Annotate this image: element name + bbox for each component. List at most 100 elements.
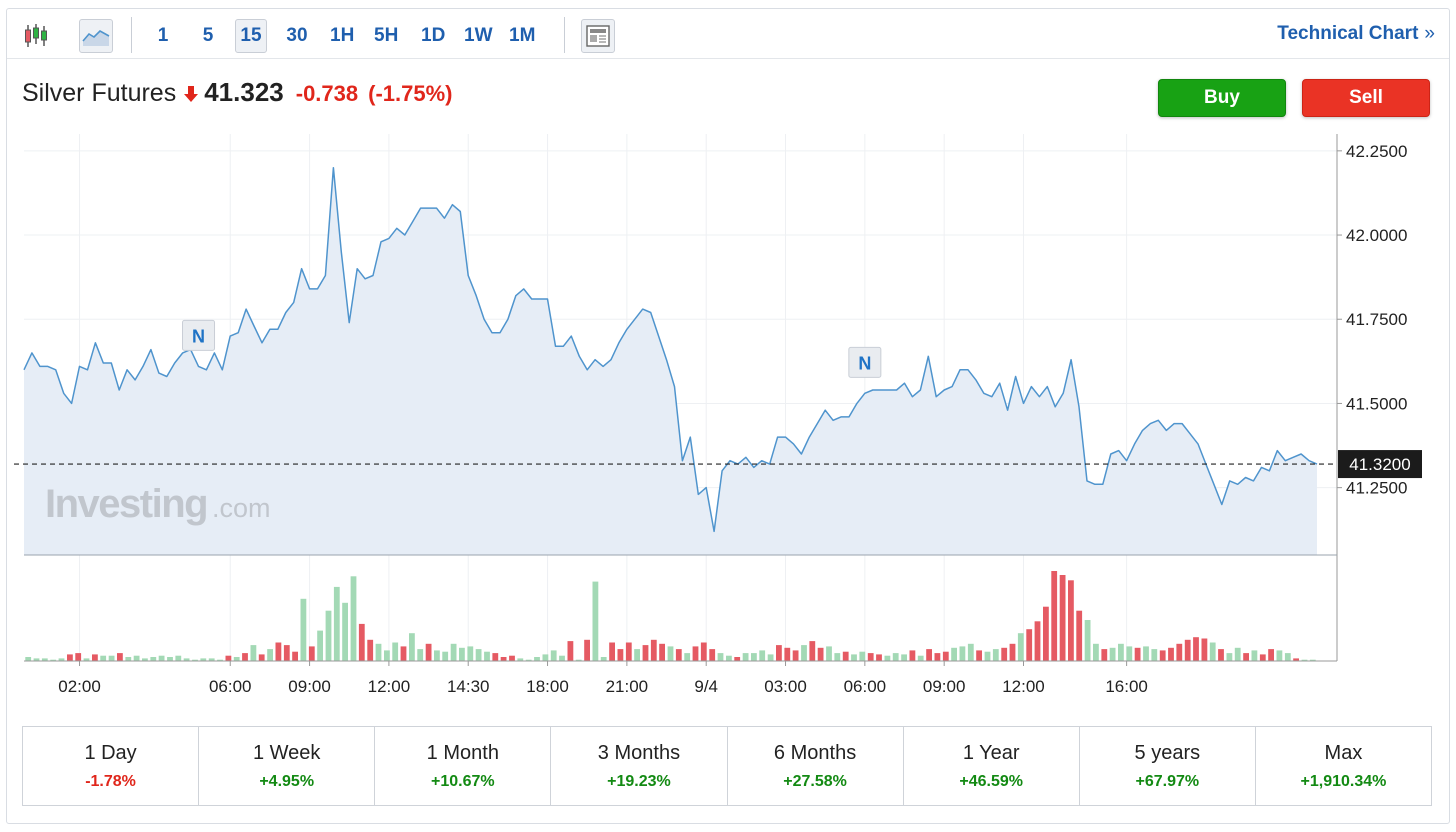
period-label: 6 Months [773,741,857,764]
news-marker-box [182,319,216,351]
volume-bar [1101,649,1108,661]
period-label: 5 years [1134,741,1201,764]
period-value: +27.58% [783,772,847,790]
volume-bar [333,586,340,661]
volume-bar [842,651,849,661]
period-value: +19.23% [607,772,671,790]
timeframe-1[interactable]: 1 [157,25,169,46]
volume-bar [1076,610,1083,661]
volume-bar [142,658,148,661]
volume-bar [475,649,482,661]
sell-button[interactable]: Sell [1302,79,1430,117]
volume-bar [1001,647,1008,661]
volume-bar [759,650,766,661]
volume-bar [250,645,257,661]
volume-bar [375,643,382,661]
news-marker[interactable]: N [848,346,882,378]
technical-chart-link[interactable]: Technical Chart» [1277,23,1435,45]
volume-bar [776,645,782,661]
volume-bar [275,642,282,661]
news-panel-icon[interactable] [581,19,615,53]
news-marker-box [848,346,882,378]
volume-bar [767,654,774,661]
timeframe-1d[interactable]: 1D [421,25,446,46]
volume-bar [1109,647,1116,661]
volume-bar [350,576,357,661]
volume-bar [1084,620,1091,661]
period-1-week[interactable]: 1 Week +4.95% [199,727,376,805]
volume-bar [75,653,82,661]
x-tick-label: 06:00 [844,677,887,696]
volume-bar [1009,643,1016,661]
price-change-percent: (-1.75%) [368,81,453,106]
y-tick-label: 41.7500 [1346,310,1407,329]
volume-bar [384,650,390,661]
timeframe-30[interactable]: 30 [286,25,308,46]
volume-bar [1034,621,1041,661]
timeframe-5[interactable]: 5 [202,25,214,46]
volume-bar [1134,647,1141,661]
performance-periods: 1 Day -1.78% 1 Week +4.95% 1 Month +10.6… [22,726,1432,806]
volume-bar [784,647,791,661]
volume-bar [409,633,415,661]
timeframe-1m[interactable]: 1M [509,25,536,46]
x-tick-label: 18:00 [526,677,569,696]
volume-bar [83,658,90,661]
x-tick-label: 12:00 [368,677,411,696]
buy-button[interactable]: Buy [1158,79,1286,117]
volume-bar [417,649,424,661]
volume-bar [801,645,807,661]
period-5-years[interactable]: 5 years +67.97% [1080,727,1256,805]
area-chart-icon[interactable] [79,19,113,53]
news-marker[interactable]: N [182,319,216,351]
timeframe-15[interactable]: 15 [235,19,267,53]
period-1-year[interactable]: 1 Year +46.59% [904,727,1080,805]
volume-bar [1143,646,1149,661]
volume-bar [851,654,857,661]
x-tick-label: 09:00 [923,677,966,696]
period-3-months[interactable]: 3 Months +19.23% [551,727,728,805]
current-price-label: 41.3200 [1349,455,1410,474]
volume-bar [792,650,799,661]
price-line [23,166,1318,533]
period-label: 1 Day [84,741,137,764]
period-6-months[interactable]: 6 Months +27.58% [728,727,904,805]
volume-bar [317,630,323,661]
timeframe-5h[interactable]: 5H [374,25,399,46]
timeframe-1h[interactable]: 1H [330,25,355,46]
volume-bar [425,643,432,661]
volume-bar [217,659,223,661]
volume-bar [700,642,707,661]
volume-bar [942,651,949,661]
volume-bar [625,642,632,661]
timeframe-1w[interactable]: 1W [464,25,493,46]
volume-bar [692,646,699,661]
candlestick-chart-icon[interactable] [19,19,53,53]
volume-bar [1118,643,1124,661]
price-chart[interactable]: Investing .com N N 41.3200 42.2500 42.0000… [7,9,1449,709]
period-max[interactable]: Max +1,910.34% [1256,727,1431,805]
volume-bar [684,653,691,661]
volume-bar [183,658,190,661]
volume-bar [675,649,682,661]
volume-bar [1151,649,1158,661]
x-tick-label: 02:00 [58,677,101,696]
x-tick-label: 21:00 [606,677,649,696]
volume-bar [642,645,649,661]
volume-bar [917,655,924,661]
volume-bar [192,659,198,661]
period-1-day[interactable]: 1 Day -1.78% [23,727,200,805]
volume-bar [575,659,582,661]
volume-bar [1059,575,1066,661]
volume-bar [25,657,32,661]
volume-bar [208,658,215,661]
volume-bar [859,651,866,661]
volume-bar [1243,653,1249,661]
volume-bar [1093,643,1099,661]
volume-bar [58,658,65,661]
period-1-month[interactable]: 1 Month +10.67% [375,727,552,805]
volume-bar [926,649,932,661]
volume-bar [41,658,48,661]
volume-bar [342,602,348,661]
volume-bar [726,655,732,661]
